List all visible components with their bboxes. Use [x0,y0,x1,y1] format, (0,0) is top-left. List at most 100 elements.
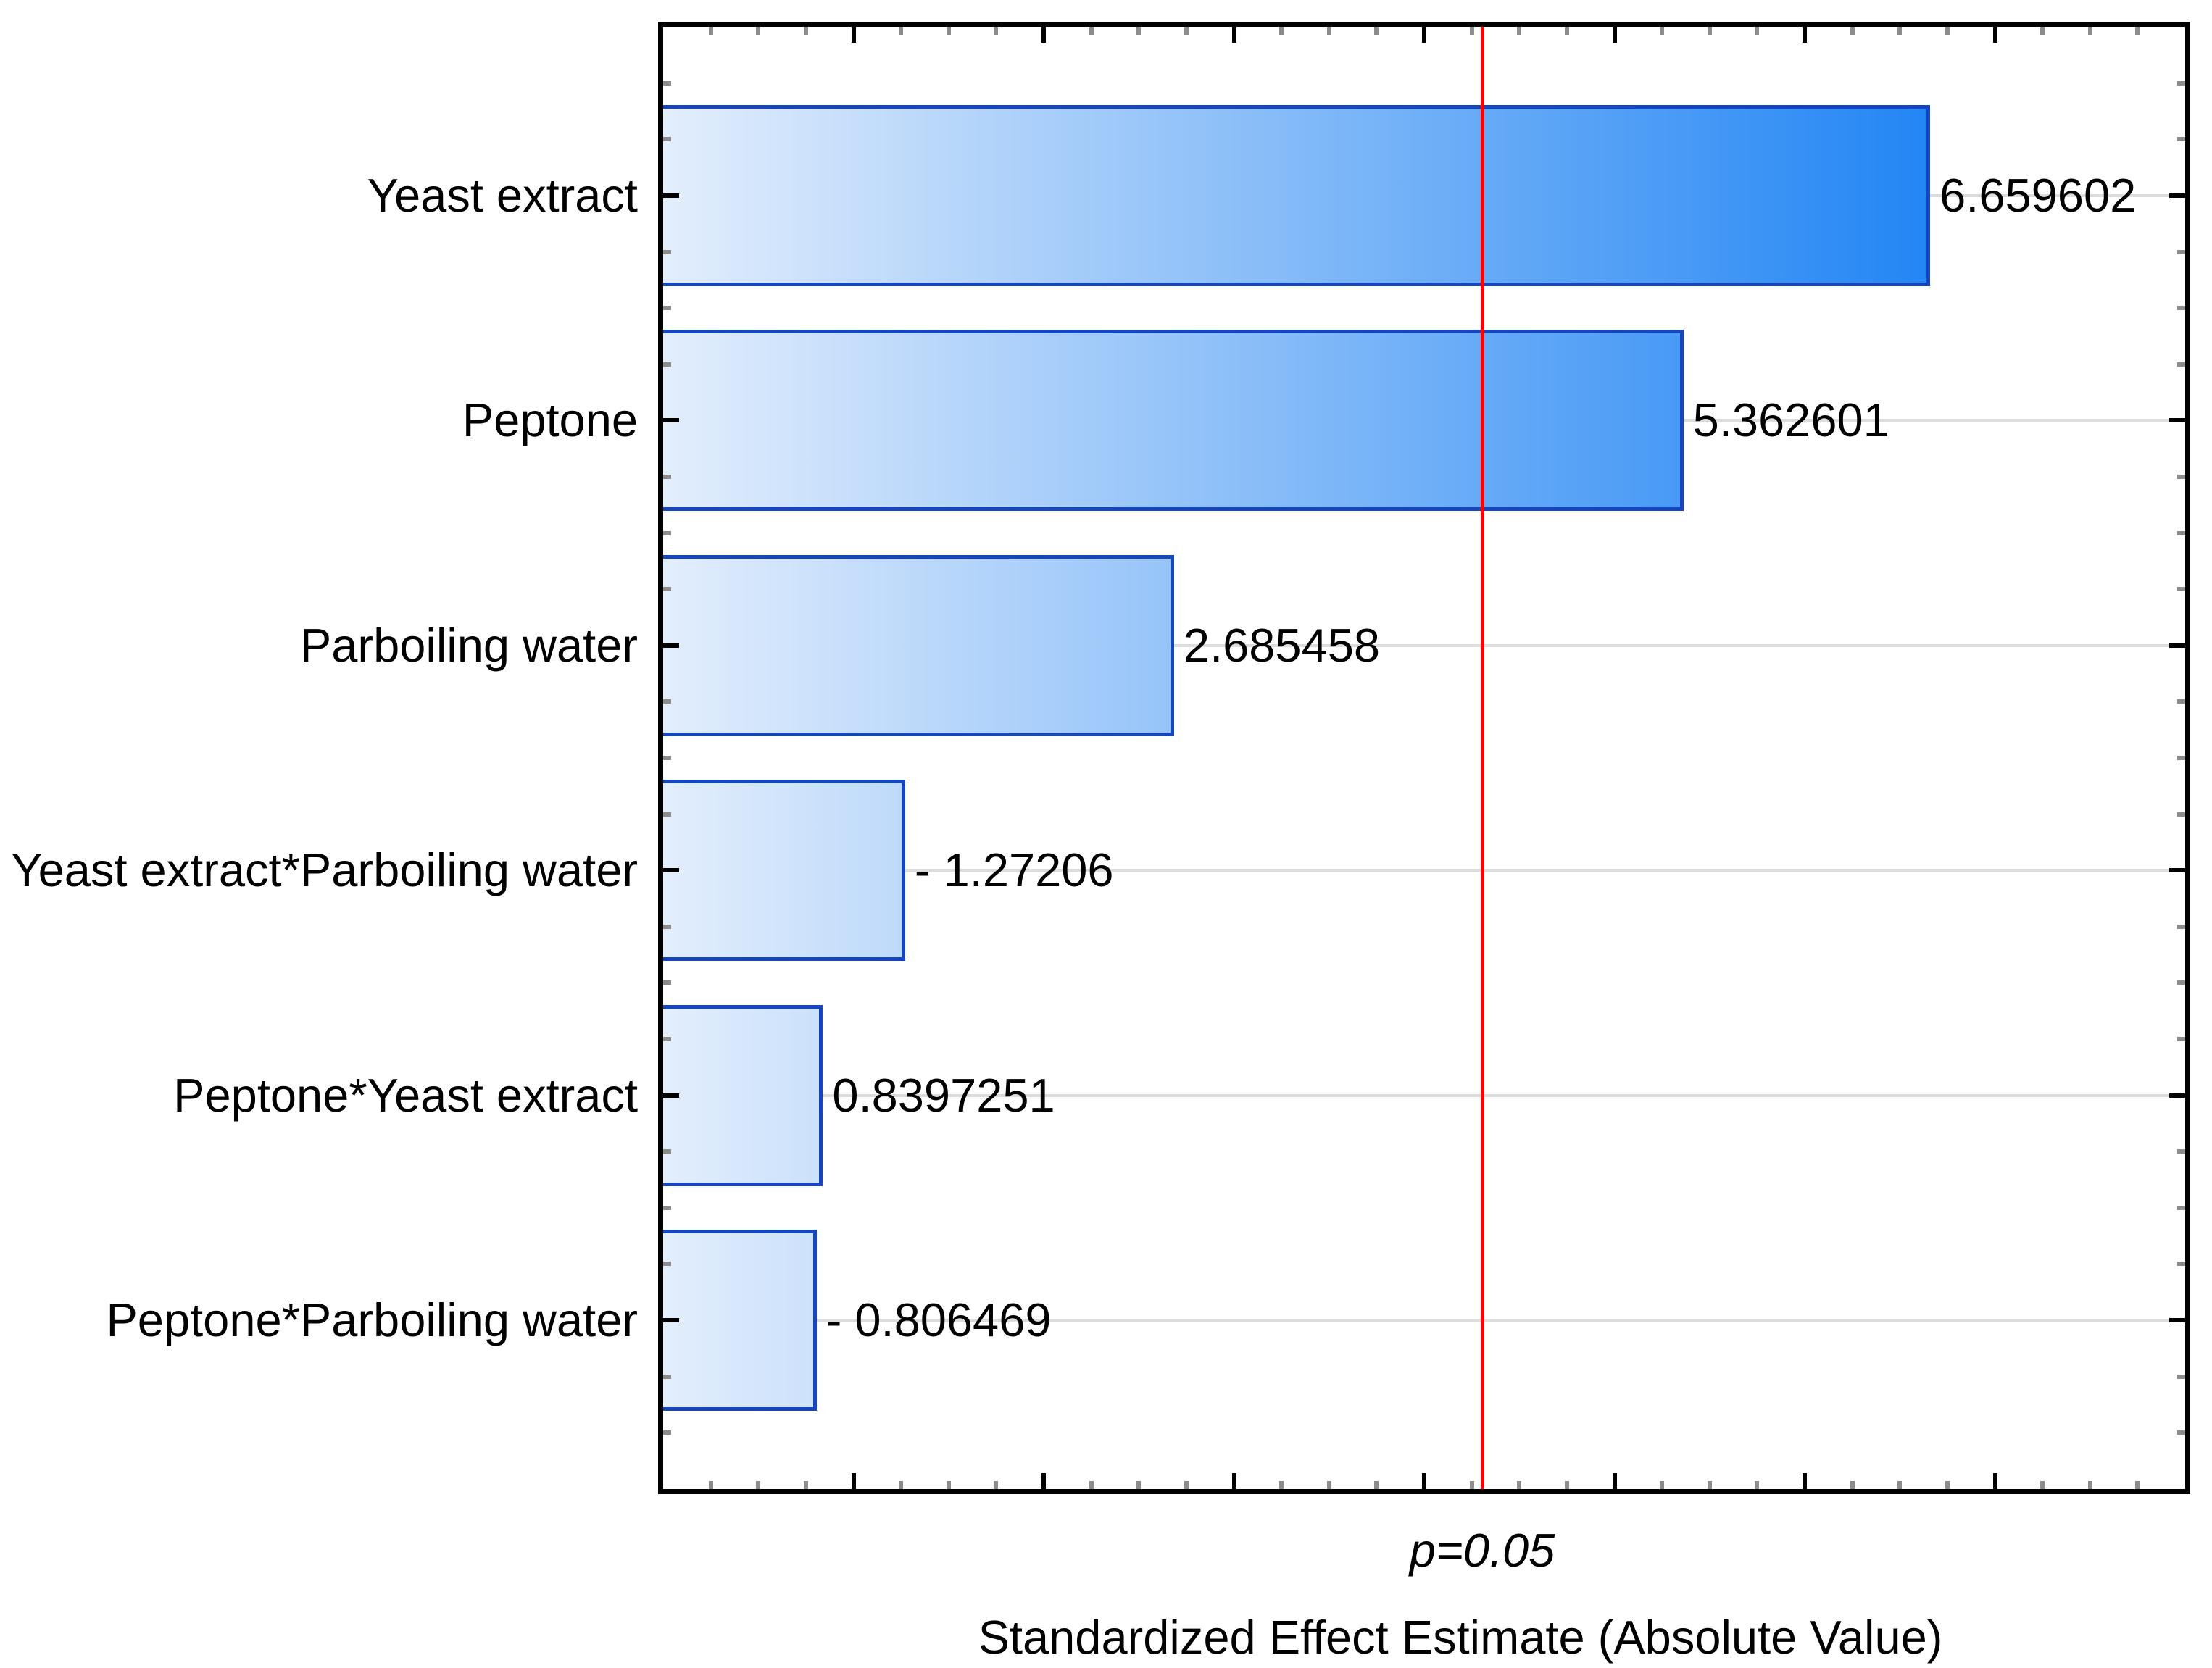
y-minor-tick [663,249,671,254]
x-minor-tick [2087,27,2092,35]
x-minor-tick [1660,1481,1665,1489]
x-minor-tick [1517,27,1522,35]
y-minor-tick [663,812,671,817]
x-minor-tick [2135,1481,2140,1489]
effect-bar-5 [663,1004,823,1186]
x-minor-tick [708,27,713,35]
x-minor-tick [1326,27,1331,35]
x-major-tick [1612,1473,1617,1489]
y-minor-tick [663,756,671,760]
x-minor-tick [1326,1481,1331,1489]
x-minor-tick [1707,1481,1712,1489]
x-minor-tick [1850,27,1855,35]
x-minor-tick [1184,27,1189,35]
x-minor-tick [708,1481,713,1489]
x-major-tick [1422,27,1426,43]
effect-bar-1 [663,105,1931,286]
x-minor-tick [1945,27,1950,35]
x-major-tick [1803,27,1807,43]
x-minor-tick [2040,27,2045,35]
y-minor-tick [2177,530,2185,535]
x-minor-tick [1469,1481,1474,1489]
bar-value-label: 0.8397251 [832,1068,1055,1122]
y-major-tick [663,868,679,873]
x-major-tick [1612,27,1617,43]
x-major-tick [1992,27,1997,43]
y-major-tick [2169,1318,2185,1322]
y-major-tick [663,193,679,198]
bar-value-label: 2.685458 [1183,618,1381,672]
effect-bar-3 [663,554,1174,736]
category-label: Parboiling water [299,618,638,672]
y-minor-tick [663,587,671,592]
y-minor-tick [663,1374,671,1379]
x-major-tick [1041,27,1046,43]
y-minor-tick [663,1430,671,1435]
y-minor-tick [663,530,671,535]
x-minor-tick [756,1481,761,1489]
x-minor-tick [1089,27,1094,35]
x-axis-title: Standardized Effect Estimate (Absolute V… [978,1611,1943,1664]
y-minor-tick [2177,306,2185,311]
x-minor-tick [994,27,999,35]
x-major-tick [851,1473,856,1489]
y-minor-tick [663,1262,671,1267]
x-minor-tick [1755,27,1760,35]
x-minor-tick [1469,27,1474,35]
y-minor-tick [663,137,671,142]
y-minor-tick [663,924,671,929]
x-minor-tick [1279,1481,1284,1489]
y-minor-tick [2177,924,2185,929]
x-minor-tick [1564,1481,1569,1489]
effect-bar-4 [663,780,905,962]
y-minor-tick [663,306,671,311]
x-minor-tick [1945,1481,1950,1489]
x-minor-tick [1850,1481,1855,1489]
x-minor-tick [946,27,951,35]
y-major-tick [663,418,679,423]
x-minor-tick [994,1481,999,1489]
x-major-tick [1231,1473,1236,1489]
y-minor-tick [2177,362,2185,367]
y-minor-tick [2177,980,2185,985]
y-major-tick [2169,193,2185,198]
x-minor-tick [1564,27,1569,35]
y-minor-tick [2177,1430,2185,1435]
x-major-tick [1992,1473,1997,1489]
p-value-annotation: p=0.05 [1409,1524,1555,1577]
x-minor-tick [2040,1481,2045,1489]
category-label: Yeast extract*Parboiling water [11,843,638,897]
y-minor-tick [663,80,671,86]
x-minor-tick [1136,27,1142,35]
plot-inner [663,27,2185,1489]
bar-value-label: 5.362601 [1692,393,1889,447]
y-minor-tick [663,475,671,479]
x-minor-tick [1755,1481,1760,1489]
x-major-tick [1041,1473,1046,1489]
bar-value-label: - 0.806469 [826,1293,1052,1346]
y-minor-tick [2177,1205,2185,1210]
category-gridline [663,869,2185,872]
y-minor-tick [663,980,671,985]
y-minor-tick [2177,137,2185,142]
y-minor-tick [2177,756,2185,760]
x-minor-tick [1707,27,1712,35]
x-minor-tick [756,27,761,35]
x-minor-tick [2135,27,2140,35]
x-major-tick [1422,1473,1426,1489]
bar-value-label: 6.659602 [1939,168,2137,222]
y-major-tick [663,1093,679,1098]
category-label: Peptone*Parboiling water [106,1293,638,1346]
x-minor-tick [1517,1481,1522,1489]
y-minor-tick [663,1205,671,1210]
y-minor-tick [663,699,671,704]
y-major-tick [2169,643,2185,648]
y-minor-tick [2177,1374,2185,1379]
x-minor-tick [1897,1481,1903,1489]
y-major-tick [663,643,679,648]
y-minor-tick [663,1037,671,1041]
y-minor-tick [663,362,671,367]
x-minor-tick [899,27,904,35]
y-minor-tick [2177,1037,2185,1041]
